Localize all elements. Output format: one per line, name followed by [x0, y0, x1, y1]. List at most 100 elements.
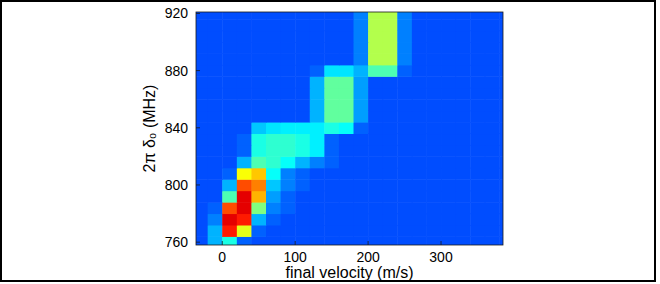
heatmap-cell [383, 42, 398, 54]
heatmap-cell [470, 111, 485, 123]
heatmap-cell [310, 156, 325, 168]
heatmap-cell [295, 31, 310, 43]
heatmap-cell [237, 202, 252, 214]
heatmap-cell [295, 134, 310, 146]
heatmap-cell [456, 19, 471, 31]
heatmap-cell [485, 236, 500, 245]
heatmap-cell [310, 99, 325, 111]
heatmap-cell [441, 168, 456, 180]
heatmap-cell [222, 122, 237, 134]
heatmap-cell [196, 53, 208, 65]
heatmap-cell [222, 214, 237, 226]
heatmap-cell [383, 214, 398, 226]
heatmap-cell [222, 42, 237, 54]
heatmap-cell [485, 179, 500, 191]
heatmap-cell [426, 236, 441, 245]
heatmap-cell [266, 122, 281, 134]
heatmap-cell [222, 202, 237, 214]
heatmap-cell [324, 122, 339, 134]
heatmap-cell [266, 12, 281, 20]
heatmap-cell [196, 191, 208, 203]
heatmap-cell [324, 76, 339, 88]
heatmap-cell [281, 179, 296, 191]
heatmap-cell [499, 145, 503, 157]
heatmap-cell [310, 42, 325, 54]
heatmap-cell [266, 53, 281, 65]
heatmap-cell [470, 202, 485, 214]
heatmap-cell [485, 156, 500, 168]
heatmap-cell [397, 31, 412, 43]
heatmap-cell [222, 236, 237, 245]
x-tick-label: 300 [429, 249, 453, 265]
heatmap-cell [368, 122, 383, 134]
heatmap-cell [339, 12, 354, 20]
heatmap-cell [368, 19, 383, 31]
heatmap-cell [368, 214, 383, 226]
heatmap-cell [441, 65, 456, 77]
heatmap-cell [383, 76, 398, 88]
heatmap-cell [251, 19, 266, 31]
heatmap-cell [310, 111, 325, 123]
heatmap-cell [383, 111, 398, 123]
heatmap-cell [470, 31, 485, 43]
y-tick [196, 242, 200, 243]
heatmap-cell [397, 19, 412, 31]
heatmap-cell [281, 168, 296, 180]
chart: 0100200300760800840880920final velocity … [0, 0, 660, 284]
heatmap-cell [426, 31, 441, 43]
heatmap-cell [383, 134, 398, 146]
heatmap-cell [397, 179, 412, 191]
heatmap-cell [266, 214, 281, 226]
heatmap-cell [412, 99, 427, 111]
heatmap-cell [237, 88, 252, 100]
heatmap-cell [295, 202, 310, 214]
y-tick-label: 920 [165, 5, 189, 21]
heatmap-cell [485, 19, 500, 31]
heatmap-cell [426, 111, 441, 123]
heatmap-cell [251, 191, 266, 203]
heatmap-cell [456, 202, 471, 214]
heatmap-cell [470, 76, 485, 88]
heatmap-cell [397, 65, 412, 77]
heatmap-cell [266, 88, 281, 100]
heatmap-cell [441, 42, 456, 54]
heatmap-cell [368, 202, 383, 214]
heatmap-cell [441, 12, 456, 20]
heatmap-cell [456, 225, 471, 237]
heatmap-cell [196, 76, 208, 88]
heatmap-cell [456, 122, 471, 134]
heatmap-cell [237, 191, 252, 203]
x-tick [368, 241, 369, 245]
heatmap-cell [310, 134, 325, 146]
heatmap-cell [222, 19, 237, 31]
heatmap-cell [412, 76, 427, 88]
x-tick-label: 0 [218, 249, 226, 265]
heatmap-cell [208, 76, 223, 88]
heatmap-cell [441, 191, 456, 203]
heatmap-cell [412, 42, 427, 54]
heatmap-cell [485, 122, 500, 134]
heatmap-cell [310, 191, 325, 203]
heatmap-cell [196, 179, 208, 191]
heatmap-cell [237, 225, 252, 237]
heatmap-cell [412, 202, 427, 214]
heatmap-cell [196, 88, 208, 100]
heatmap-cell [295, 145, 310, 157]
heatmap-cell [310, 88, 325, 100]
heatmap-cell [281, 134, 296, 146]
heatmap-cell [485, 145, 500, 157]
heatmap-cell [368, 134, 383, 146]
heatmap-cell [324, 99, 339, 111]
heatmap-cell [412, 156, 427, 168]
heatmap-cell [266, 156, 281, 168]
heatmap-cell [499, 88, 503, 100]
heatmap-cell [368, 42, 383, 54]
heatmap-cell [470, 191, 485, 203]
heatmap-cell [426, 88, 441, 100]
heatmap-cell [470, 99, 485, 111]
heatmap-cell [470, 134, 485, 146]
heatmap-cell [470, 179, 485, 191]
heatmap-cell [412, 134, 427, 146]
heatmap-cell [485, 202, 500, 214]
heatmap-cell [368, 225, 383, 237]
